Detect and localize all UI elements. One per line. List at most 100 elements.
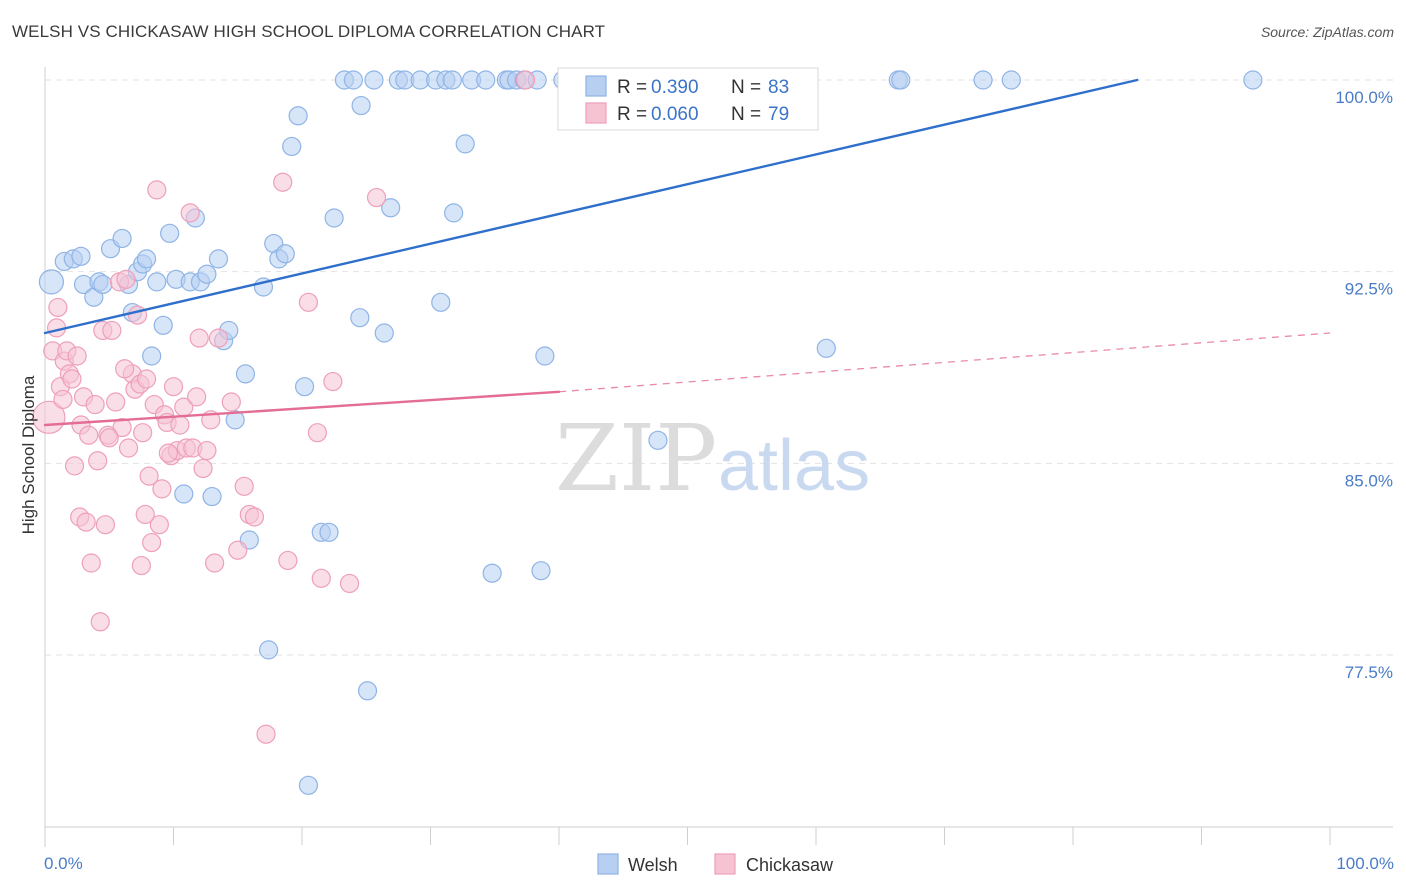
- chickasaw-point: [197, 440, 217, 461]
- chickasaw-trend-line-extension: [558, 332, 1331, 393]
- welsh-point: [208, 249, 229, 269]
- watermark-zip: ZIP: [555, 405, 717, 512]
- legend-welsh-r-label: R =: [617, 77, 647, 98]
- chickasaw-point: [221, 392, 241, 412]
- legend-chickasaw-r-value: 0.060: [651, 104, 699, 125]
- welsh-point: [142, 346, 162, 366]
- y-tick-label: 77.5%: [1345, 663, 1393, 682]
- chickasaw-points: [32, 70, 536, 744]
- chickasaw-point: [256, 724, 276, 744]
- watermark-atlas: atlas: [718, 426, 870, 506]
- legend-welsh-n-label: N =: [731, 77, 761, 98]
- chickasaw-point: [187, 387, 207, 407]
- chickasaw-point: [64, 456, 85, 476]
- chickasaw-point: [127, 305, 148, 325]
- chickasaw-point: [48, 297, 68, 318]
- chart-title: WELSH VS CHICKASAW HIGH SCHOOL DIPLOMA C…: [12, 22, 606, 41]
- chickasaw-point: [170, 415, 190, 435]
- chickasaw-point: [116, 269, 136, 289]
- y-tick-label: 85.0%: [1345, 471, 1393, 490]
- chickasaw-point: [112, 417, 132, 438]
- chickasaw-point: [298, 292, 319, 312]
- chickasaw-point: [142, 532, 162, 553]
- chickasaw-point: [163, 377, 184, 397]
- welsh-point: [357, 681, 378, 701]
- legend-chickasaw-r-label: R =: [617, 104, 647, 125]
- chickasaw-point: [95, 515, 115, 535]
- bottom-legend-swatch-chickasaw: [714, 853, 736, 875]
- chickasaw-point: [131, 555, 151, 576]
- welsh-point: [431, 292, 451, 312]
- chickasaw-point: [136, 369, 157, 389]
- y-tick-label: 92.5%: [1345, 280, 1393, 299]
- welsh-point: [455, 134, 475, 154]
- chickasaw-point: [81, 553, 101, 573]
- welsh-point: [298, 775, 319, 795]
- chickasaw-point: [102, 320, 122, 341]
- welsh-point: [235, 364, 256, 384]
- welsh-point: [476, 70, 496, 90]
- welsh-point: [197, 264, 217, 284]
- y-tick-label: 100.0%: [1335, 88, 1393, 107]
- chickasaw-point: [152, 479, 172, 499]
- chickasaw-point: [189, 328, 209, 348]
- x-tick-label: 100.0%: [1336, 854, 1394, 873]
- chickasaw-point: [205, 553, 225, 573]
- legend-chickasaw-n-label: N =: [731, 104, 761, 125]
- welsh-point: [351, 95, 371, 116]
- bottom-legend-welsh: Welsh: [628, 855, 678, 875]
- chickasaw-point: [85, 394, 105, 415]
- welsh-point: [364, 70, 384, 90]
- chickasaw-point: [307, 423, 328, 443]
- welsh-point: [136, 249, 157, 269]
- welsh-point: [442, 70, 462, 90]
- welsh-point: [444, 203, 464, 223]
- source-label: Source: ZipAtlas.com: [1260, 24, 1394, 40]
- welsh-point: [153, 315, 173, 335]
- welsh-point: [648, 430, 668, 450]
- welsh-trend-line: [43, 78, 1139, 335]
- welsh-point: [174, 484, 194, 504]
- welsh-point: [381, 198, 401, 218]
- chickasaw-point: [278, 550, 298, 571]
- welsh-point: [1001, 70, 1021, 90]
- welsh-point: [350, 308, 370, 328]
- welsh-point: [275, 244, 295, 264]
- welsh-point: [324, 208, 344, 228]
- chickasaw-point: [515, 70, 536, 90]
- chickasaw-point: [53, 389, 73, 410]
- welsh-point: [531, 561, 551, 581]
- welsh-point: [294, 377, 315, 397]
- welsh-point: [93, 274, 113, 295]
- chickasaw-point: [99, 428, 119, 448]
- chickasaw-point: [67, 346, 87, 366]
- welsh-point: [343, 70, 363, 90]
- welsh-point: [38, 269, 65, 295]
- chickasaw-point: [149, 515, 169, 535]
- legend-chickasaw-n-value: 79: [768, 104, 789, 125]
- welsh-point: [160, 223, 180, 243]
- bottom-legend-swatch-welsh: [597, 853, 619, 875]
- welsh-point: [535, 346, 555, 366]
- welsh-point: [288, 106, 308, 126]
- chickasaw-point: [311, 568, 331, 588]
- chickasaw-point: [273, 172, 293, 192]
- chickasaw-point: [76, 512, 96, 532]
- axes: 100.0% 92.5% 85.0% 77.5% 0.0% 100.0%: [44, 67, 1394, 873]
- welsh-point: [374, 323, 394, 343]
- welsh-point: [258, 640, 279, 660]
- welsh-point: [147, 272, 167, 292]
- watermark: ZIP atlas: [555, 405, 870, 512]
- legend-welsh-r-value: 0.390: [651, 77, 699, 98]
- chickasaw-point: [193, 458, 213, 479]
- x-tick-label: 0.0%: [44, 854, 83, 873]
- trend-lines: [43, 78, 1331, 427]
- welsh-point: [973, 70, 993, 90]
- legend-swatch-welsh: [585, 75, 607, 97]
- chickasaw-trend-line: [43, 390, 561, 427]
- chickasaw-point: [366, 187, 387, 208]
- welsh-point: [816, 338, 836, 358]
- welsh-point: [71, 246, 91, 266]
- chickasaw-point: [133, 423, 153, 443]
